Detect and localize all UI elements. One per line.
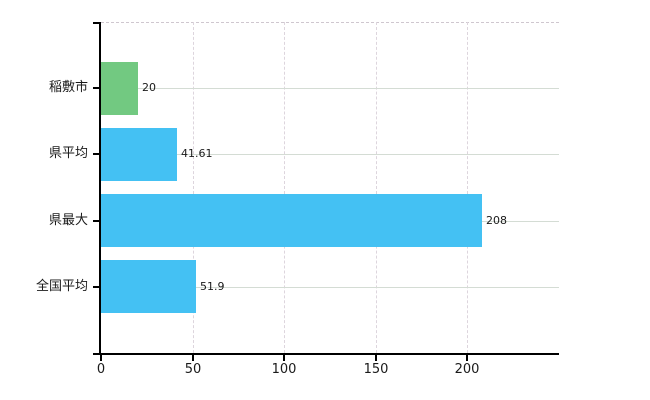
y-axis-line [99,22,101,353]
bar-value-label: 208 [486,214,507,227]
category-label: 稲敷市 [48,80,88,95]
x-axis-tick [192,355,194,361]
vertical-gridline [193,22,194,353]
bar [101,128,177,181]
x-tick-label: 0 [96,362,106,377]
vertical-gridline [467,22,468,353]
x-axis-tick [466,355,468,361]
plot-top-border [101,22,559,23]
horizontal-gridline [101,88,559,89]
bar-value-label: 41.61 [181,147,213,160]
category-label: 全国平均 [35,279,88,294]
x-axis-tick [375,355,377,361]
x-tick-label: 200 [454,362,480,377]
x-axis-tick [100,355,102,361]
y-axis-tick [93,87,99,89]
bar-value-label: 51.9 [200,280,225,293]
x-tick-label: 50 [184,362,202,377]
y-axis-tick [93,286,99,288]
vertical-gridline [376,22,377,353]
x-tick-label: 150 [363,362,389,377]
x-tick-label: 100 [271,362,297,377]
bar [101,62,138,115]
category-label: 県最大 [48,213,88,228]
vertical-gridline [284,22,285,353]
x-axis-line [93,353,559,355]
horizontal-gridline [101,287,559,288]
horizontal-gridline [101,154,559,155]
bar-value-label: 20 [142,81,156,94]
x-axis-tick [283,355,285,361]
category-label: 県平均 [48,146,88,161]
y-axis-top-tick [93,22,99,24]
bar [101,194,482,247]
y-axis-tick [93,153,99,155]
bar [101,260,196,313]
y-axis-tick [93,220,99,222]
